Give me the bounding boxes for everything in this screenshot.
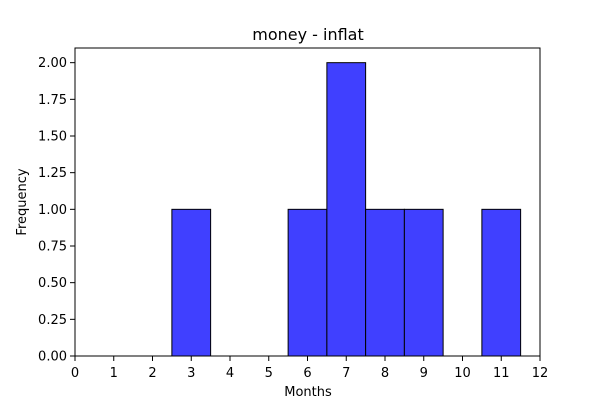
- histogram-bar: [326, 62, 367, 357]
- x-tick-label: 0: [71, 366, 79, 381]
- x-axis-label: Months: [284, 385, 332, 400]
- x-tick-label: 8: [381, 366, 389, 381]
- y-tick-label: 0.75: [38, 240, 67, 255]
- chart-title: money - inflat: [252, 25, 364, 44]
- histogram-bar: [287, 208, 328, 357]
- y-tick-label: 1.50: [38, 130, 67, 145]
- y-axis-ticks: 0.00 0.25 0.50 0.75 1.00 1.25 1.50 1.75 2.00: [38, 56, 75, 365]
- y-tick-label: 2.00: [38, 56, 67, 71]
- histogram-bar: [481, 208, 522, 357]
- y-tick-label: 1.75: [38, 93, 67, 108]
- x-tick-label: 3: [187, 366, 195, 381]
- histogram-bar: [403, 208, 444, 357]
- histogram-bar: [365, 208, 405, 357]
- x-tick-label: 10: [454, 366, 471, 381]
- x-tick-label: 11: [493, 366, 510, 381]
- y-tick-label: 0.00: [38, 350, 67, 365]
- x-axis-ticks: 0 1 2 3 4 5 6 7 8 9 10 11 12: [71, 356, 548, 381]
- x-tick-label: 7: [342, 366, 350, 381]
- y-tick-label: 0.25: [38, 313, 67, 328]
- x-tick-label: 4: [226, 366, 234, 381]
- plot-frame: [74, 47, 541, 357]
- x-tick-label: 6: [303, 366, 311, 381]
- x-tick-label: 1: [110, 366, 118, 381]
- x-tick-label: 12: [532, 366, 549, 381]
- x-tick-label: 2: [148, 366, 156, 381]
- x-tick-label: 5: [265, 366, 273, 381]
- x-tick-label: 9: [420, 366, 428, 381]
- y-tick-label: 1.25: [38, 166, 67, 181]
- bars-group: [171, 62, 522, 357]
- y-tick-label: 0.50: [38, 276, 67, 291]
- y-tick-label: 1.00: [38, 203, 67, 218]
- histogram-bar: [171, 208, 212, 357]
- y-axis-label: Frequency: [15, 168, 30, 235]
